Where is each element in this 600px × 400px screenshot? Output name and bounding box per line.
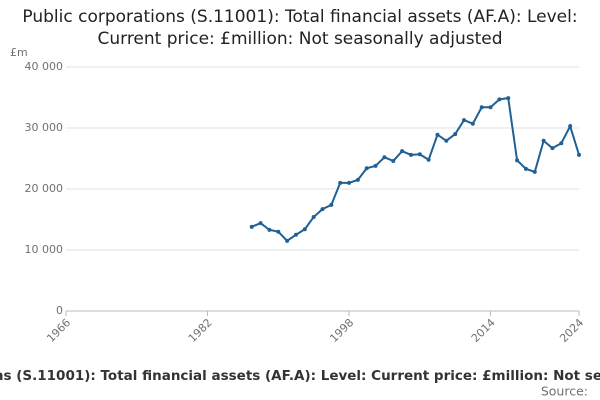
data-point	[276, 229, 281, 234]
series-line	[251, 96, 580, 243]
data-point	[426, 157, 431, 162]
x-tick-label: 2014	[469, 316, 498, 345]
data-point	[435, 132, 440, 137]
data-point	[293, 232, 298, 237]
data-point	[329, 202, 334, 207]
data-point	[479, 105, 484, 110]
y-tick-label: 30 000	[25, 121, 64, 134]
data-point	[417, 152, 422, 157]
y-tick-label: 40 000	[25, 60, 64, 73]
source: Source:	[541, 384, 588, 399]
data-point	[400, 149, 405, 154]
data-point	[285, 238, 290, 243]
data-point	[258, 221, 263, 226]
data-point	[311, 215, 316, 220]
data-point	[532, 169, 537, 174]
data-point	[577, 152, 581, 157]
x-tick-label: 1982	[186, 316, 215, 345]
data-point	[488, 105, 493, 110]
data-point	[523, 166, 528, 171]
data-point	[444, 138, 449, 143]
data-point	[302, 227, 307, 232]
data-point	[355, 177, 360, 182]
data-point	[320, 207, 325, 212]
x-tick-label: 2024	[557, 316, 586, 345]
y-tick-label: 20 000	[25, 182, 64, 195]
data-point	[364, 166, 369, 171]
y-unit: £m	[10, 46, 28, 59]
data-point	[462, 118, 467, 123]
data-point	[497, 97, 502, 102]
data-point	[267, 227, 272, 232]
data-point	[249, 224, 254, 229]
data-point	[373, 163, 378, 168]
data-point	[559, 141, 564, 146]
x-tick-label: 1998	[327, 316, 356, 345]
data-point	[408, 152, 413, 157]
data-point	[382, 155, 387, 160]
data-point	[338, 180, 343, 185]
x-tick-label: 1966	[44, 316, 73, 345]
data-point	[391, 158, 396, 163]
chart-title: Public corporations (S.11001): Total fin…	[22, 7, 578, 49]
y-tick-label: 10 000	[25, 243, 64, 256]
data-point	[550, 146, 555, 151]
data-point	[347, 180, 352, 185]
caption: Public corporations (S.11001): Total fin…	[0, 368, 600, 384]
data-point	[470, 121, 475, 126]
y-tick-label: 0	[56, 304, 63, 317]
data-point	[515, 158, 520, 163]
data-point	[506, 96, 511, 101]
data-point	[541, 138, 546, 143]
data-point	[568, 124, 573, 129]
data-point	[453, 132, 458, 137]
